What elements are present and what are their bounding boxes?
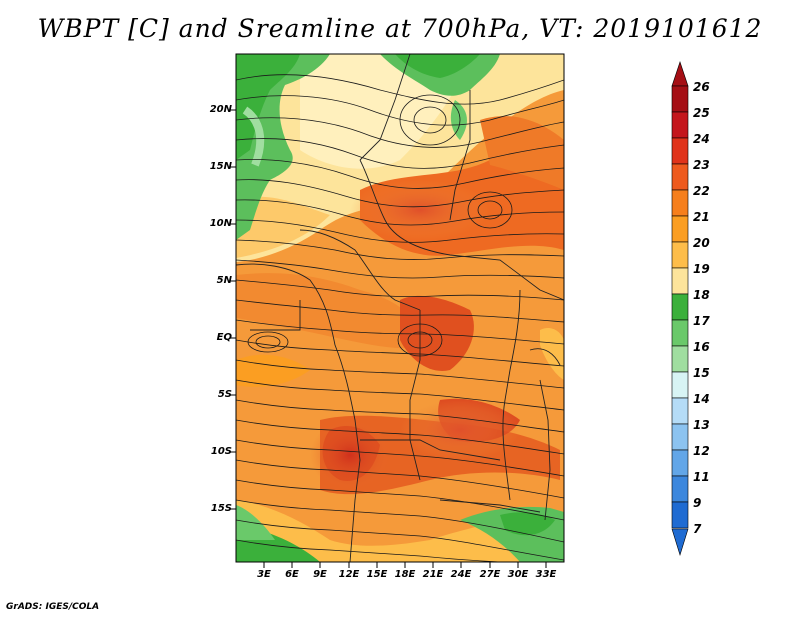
colorbar-segment: [671, 501, 689, 529]
lat-label-5n: 5N: [216, 275, 232, 286]
colorbar-segment: [671, 267, 689, 295]
lat-label-20n: 20N: [209, 104, 232, 115]
lon-label-3e: 3E: [257, 569, 271, 580]
lat-label-eq: EQ: [216, 332, 232, 343]
colorbar-label: 12: [693, 444, 710, 458]
colorbar-label: 19: [693, 262, 710, 276]
colorbar-label: 16: [693, 340, 710, 354]
lon-label-27e: 27E: [479, 569, 501, 580]
lat-label-15n: 15N: [209, 161, 232, 172]
colorbar-top-arrow: [671, 61, 689, 87]
colorbar-segment: [671, 215, 689, 243]
lon-label-9e: 9E: [313, 569, 327, 580]
colorbar: [671, 61, 689, 557]
lon-label-18e: 18E: [394, 569, 416, 580]
colorbar-label: 22: [693, 184, 710, 198]
streamlines: [236, 74, 564, 562]
lat-label-15s: 15S: [210, 503, 232, 514]
colorbar-segment: [671, 85, 689, 113]
colorbar-label: 26: [693, 80, 710, 94]
colorbar-label: 13: [693, 418, 710, 432]
lon-label-33e: 33E: [535, 569, 557, 580]
colorbar-segment: [671, 111, 689, 139]
country-borders: [236, 54, 564, 562]
lon-label-15e: 15E: [366, 569, 388, 580]
axis-ticks: [230, 109, 547, 568]
lat-label-10n: 10N: [209, 218, 232, 229]
colorbar-label: 18: [693, 288, 710, 302]
colorbar-segment: [671, 163, 689, 191]
lat-label-10s: 10S: [210, 446, 232, 457]
colorbar-label: 24: [693, 132, 710, 146]
colorbar-label: 7: [693, 522, 702, 536]
grads-credit: GrADS: IGES/COLA: [6, 602, 100, 612]
colorbar-label: 9: [693, 496, 702, 510]
map-title: WBPT [C] and Sreamline at 700hPa, VT: 20…: [37, 14, 763, 43]
colorbar-segment: [671, 449, 689, 477]
lon-label-6e: 6E: [285, 569, 299, 580]
colorbar-label: 21: [693, 210, 710, 224]
colorbar-segment: [671, 371, 689, 399]
colorbar-segment: [671, 345, 689, 373]
colorbar-segment: [671, 475, 689, 503]
colorbar-segment: [671, 293, 689, 321]
lon-label-24e: 24E: [450, 569, 472, 580]
colorbar-label: 15: [693, 366, 710, 380]
colorbar-label: 20: [693, 236, 710, 250]
map-border: [235, 53, 565, 563]
colorbar-segment: [671, 189, 689, 217]
colorbar-segment: [671, 137, 689, 165]
colorbar-bottom-arrow: [671, 528, 689, 557]
lat-label-5s: 5S: [217, 389, 232, 400]
wbpt-field: [236, 54, 564, 562]
colorbar-label: 17: [693, 314, 710, 328]
lon-label-30e: 30E: [507, 569, 529, 580]
colorbar-label: 11: [693, 470, 710, 484]
colorbar-label: 23: [693, 158, 710, 172]
lon-label-21e: 21E: [422, 569, 444, 580]
colorbar-segment: [671, 423, 689, 451]
colorbar-segment: [671, 319, 689, 347]
colorbar-segment: [671, 397, 689, 425]
colorbar-label: 14: [693, 392, 710, 406]
colorbar-label: 25: [693, 106, 710, 120]
colorbar-segment: [671, 241, 689, 269]
lon-label-12e: 12E: [338, 569, 360, 580]
